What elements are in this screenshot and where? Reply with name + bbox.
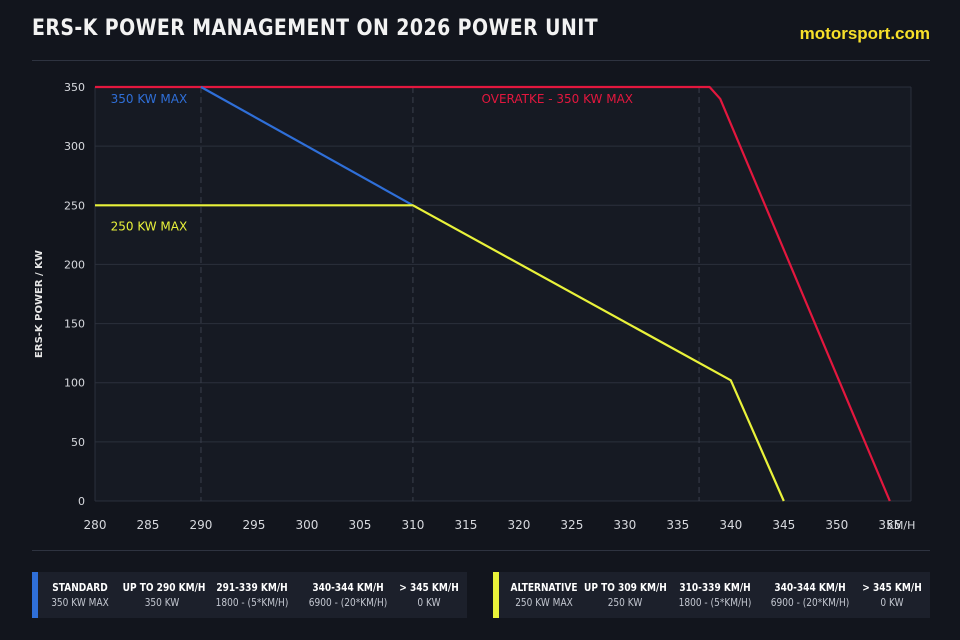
series-line-alternative <box>95 204 785 502</box>
y-tick-label: 250 <box>64 199 85 212</box>
series-annotation: 350 KW MAX <box>111 92 188 106</box>
x-tick-label: 285 <box>137 518 160 532</box>
ers-power-chart: 0 50 100 150 200 250 300 350 280 285 290 295 300 305 3… <box>34 81 916 532</box>
x-tick-label: 295 <box>243 518 266 532</box>
x-tick-label: 280 <box>84 518 107 532</box>
y-tick-label: 50 <box>71 436 85 449</box>
legend-standard-color <box>32 572 38 618</box>
x-tick-label: 300 <box>295 518 318 532</box>
legend-standard-cell: STANDARD 350 KW MAX <box>51 581 109 609</box>
legend-standard-cell: > 345 KM/H 0 KW <box>399 581 459 609</box>
legend-alternative-cell: 310-339 KM/H 1800 - (5*KM/H) <box>678 581 752 609</box>
legend-alternative-cell: ALTERNATIVE 250 KW MAX <box>510 581 578 609</box>
legend-standard-cell: UP TO 290 KM/H 350 KW <box>122 581 206 609</box>
legend-standard-cell: 291-339 KM/H 1800 - (5*KM/H) <box>215 581 289 609</box>
y-axis-label: ERS-K POWER / KW <box>34 250 45 358</box>
x-axis-label: KM/H <box>887 519 916 532</box>
x-tick-label: 310 <box>401 518 424 532</box>
x-tick-label: 330 <box>613 518 636 532</box>
x-tick-label: 305 <box>348 518 371 532</box>
legend-alternative: ALTERNATIVE 250 KW MAX UP TO 309 KM/H 250 … <box>493 572 930 618</box>
footer-divider <box>32 550 930 551</box>
y-tick-label: 200 <box>64 258 85 271</box>
legend-standard: STANDARD 350 KW MAX UP TO 290 KM/H 350 KW … <box>32 572 467 618</box>
legend-alternative-cell: > 345 KM/H 0 KW <box>862 581 922 609</box>
y-tick-label: 150 <box>64 318 85 331</box>
y-tick-label: 350 <box>64 81 85 94</box>
x-tick-label: 320 <box>507 518 530 532</box>
header-divider <box>32 60 930 61</box>
legend-alternative-color <box>493 572 499 618</box>
x-tick-label: 355 <box>878 518 901 532</box>
series-annotation: OVERATKE - 350 KW MAX <box>482 92 634 106</box>
x-tick-label: 315 <box>454 518 477 532</box>
x-tick-label: 325 <box>560 518 583 532</box>
legend-standard-cell: 340-344 KM/H 6900 - (20*KM/H) <box>308 581 388 609</box>
legend-alternative-cell: 340-344 KM/H 6900 - (20*KM/H) <box>770 581 850 609</box>
x-tick-label: 335 <box>666 518 689 532</box>
y-tick-label: 100 <box>64 377 85 390</box>
legend-alternative-cell: UP TO 309 KM/H 250 KW <box>584 581 667 609</box>
plot-area <box>95 87 911 501</box>
series-annotation: 250 KW MAX <box>111 220 188 234</box>
series-line-standard <box>200 86 414 207</box>
x-tick-label: 290 <box>190 518 213 532</box>
x-tick-label: 350 <box>825 518 848 532</box>
x-tick-label: 340 <box>719 518 742 532</box>
y-tick-label: 0 <box>78 495 85 508</box>
page-title: ERS-K POWER MANAGEMENT ON 2026 POWER UNI… <box>32 16 599 41</box>
x-tick-label: 345 <box>772 518 795 532</box>
series-line-overatke <box>95 85 891 502</box>
y-tick-label: 300 <box>64 140 85 153</box>
brand-logo: motorsport.com <box>799 24 930 43</box>
